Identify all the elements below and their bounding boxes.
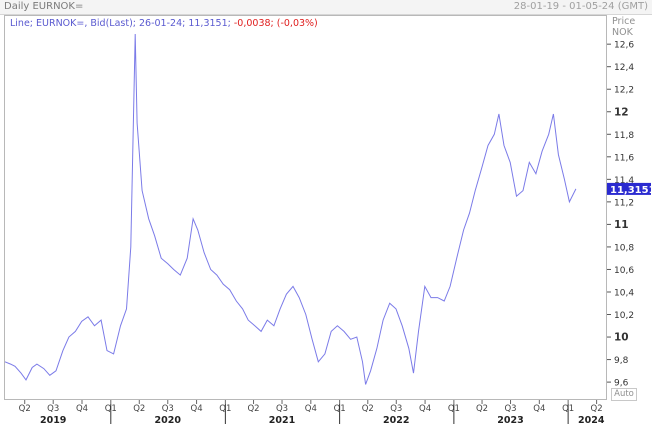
x-tick-label: Q3 (47, 404, 59, 414)
chart-title: Daily EURNOK= (4, 1, 84, 12)
legend-change: -0,0038; (-0,03%) (233, 18, 318, 29)
y-tick-label: 10,8 (614, 243, 634, 253)
y-tick-label: 10 (614, 332, 629, 344)
last-value-box (607, 182, 651, 195)
x-tick-label: Q3 (276, 404, 288, 414)
y-tick-label: 11,6 (614, 153, 634, 163)
y-tick-label: 11 (614, 219, 629, 231)
y-tick-label: 10,4 (614, 288, 634, 298)
x-tick-label: Q4 (76, 404, 88, 414)
y-tick-label: 11,4 (614, 176, 634, 186)
x-tick-label: Q2 (247, 404, 259, 414)
x-tick-label: Q2 (476, 404, 488, 414)
y-tick-label: 12,6 (614, 41, 634, 51)
y-tick-label: 12,2 (614, 86, 634, 96)
title-bar: Daily EURNOK= 28-01-19 - 01-05-24 (GMT) (0, 0, 652, 15)
x-tick-label: Q2 (19, 404, 31, 414)
x-tick-label: Q4 (191, 404, 203, 414)
date-range: 28-01-19 - 01-05-24 (GMT) (513, 1, 648, 12)
y-tick-label: 12 (614, 106, 629, 118)
series-legend: Line; EURNOK=, Bid(Last); 26-01-24; 11,3… (10, 18, 318, 29)
y-tick-label: 10,2 (614, 311, 634, 321)
currency-axis-title: NOK (612, 27, 633, 38)
year-label: 2020 (155, 415, 182, 426)
last-value-label: 11,3151 (610, 185, 652, 196)
auto-scale-label: Auto (614, 389, 634, 399)
y-tick-label: 11,8 (614, 131, 634, 141)
last-value-tag: 11,3151 (607, 182, 652, 196)
x-tick-label: Q3 (162, 404, 174, 414)
x-tick-label: Q2 (362, 404, 374, 414)
y-tick-label: 9,8 (614, 356, 629, 366)
auto-scale-button[interactable]: Auto (611, 388, 637, 401)
x-tick-label: Q3 (390, 404, 402, 414)
x-tick-label: Q4 (533, 404, 545, 414)
y-tick-label: 12,4 (614, 63, 634, 73)
x-tick-label: Q2 (591, 404, 603, 414)
series-line (4, 33, 577, 385)
x-tick-label: Q2 (133, 404, 145, 414)
y-tick-label: 11,2 (614, 198, 634, 208)
year-label: 2022 (383, 415, 409, 426)
price-axis-title: Price (612, 16, 636, 27)
x-tick-label: Q3 (504, 404, 516, 414)
year-label: 2021 (269, 415, 295, 426)
year-label: 2023 (497, 415, 523, 426)
x-tick-label: Q4 (305, 404, 317, 414)
y-tick-label: 9,6 (614, 379, 629, 389)
x-tick-label: Q4 (419, 404, 431, 414)
legend-label: Line; EURNOK=, Bid(Last); 26-01-24; 11,3… (10, 18, 231, 29)
y-axis: 9,6 9,8 10 10,2 10,4 10,6 10,8 11 11,2 11,4 11,6 11… (607, 41, 634, 389)
y-tick-label: 10,6 (614, 266, 634, 276)
year-label: 2019 (40, 415, 66, 426)
year-label: 2024 (578, 415, 605, 426)
x-axis: Q2 Q3 Q4 Q1 Q2 Q3 Q4 Q1 Q2 Q3 Q4 Q1 Q2 Q3 Q4 Q1 Q2 Q3 Q4 Q1… (4, 399, 607, 426)
